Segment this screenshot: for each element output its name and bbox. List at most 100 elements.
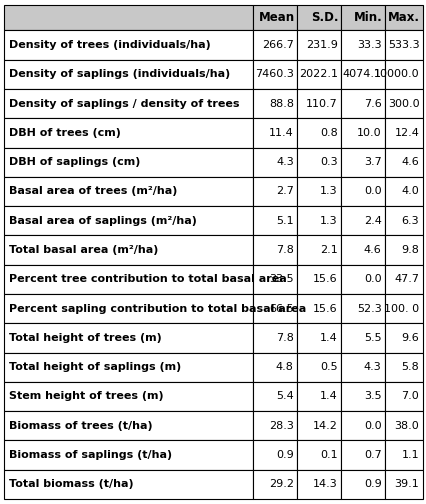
Bar — [4, 294, 253, 323]
Text: 2.7: 2.7 — [275, 186, 293, 197]
Bar — [384, 323, 422, 353]
Bar — [340, 148, 384, 177]
Text: Max.: Max. — [387, 11, 419, 24]
Text: 15.6: 15.6 — [312, 274, 337, 284]
Text: 4.6: 4.6 — [363, 245, 381, 255]
Bar — [253, 118, 296, 148]
Text: 1.4: 1.4 — [319, 333, 337, 343]
Bar — [384, 118, 422, 148]
Text: 4.8: 4.8 — [275, 362, 293, 372]
Text: 5.5: 5.5 — [363, 333, 381, 343]
Text: 6.3: 6.3 — [401, 216, 418, 226]
Text: 100. 0: 100. 0 — [383, 303, 418, 313]
Text: 10.0: 10.0 — [356, 128, 381, 138]
Bar — [384, 411, 422, 440]
Text: 12.4: 12.4 — [394, 128, 418, 138]
Text: 3.5: 3.5 — [363, 392, 381, 402]
Bar — [296, 206, 340, 235]
Text: 3.7: 3.7 — [363, 157, 381, 167]
Bar — [340, 353, 384, 382]
Bar — [253, 177, 296, 206]
Text: Density of saplings / density of trees: Density of saplings / density of trees — [9, 99, 239, 109]
Bar — [253, 206, 296, 235]
Bar — [384, 5, 422, 30]
Bar — [384, 470, 422, 499]
Bar — [253, 235, 296, 265]
Bar — [384, 148, 422, 177]
Bar — [4, 440, 253, 470]
Text: Total height of trees (m): Total height of trees (m) — [9, 333, 161, 343]
Text: Basal area of trees (m²/ha): Basal area of trees (m²/ha) — [9, 186, 176, 197]
Bar — [384, 235, 422, 265]
Bar — [296, 30, 340, 60]
Bar — [253, 353, 296, 382]
Text: 38.0: 38.0 — [394, 421, 418, 431]
Text: 52.3: 52.3 — [356, 303, 381, 313]
Bar — [340, 30, 384, 60]
Bar — [296, 60, 340, 89]
Bar — [253, 265, 296, 294]
Text: Min.: Min. — [353, 11, 382, 24]
Text: 14.3: 14.3 — [312, 479, 337, 489]
Text: 7.8: 7.8 — [275, 333, 293, 343]
Bar — [4, 148, 253, 177]
Text: 15.6: 15.6 — [312, 303, 337, 313]
Bar — [296, 440, 340, 470]
Bar — [384, 60, 422, 89]
Text: 11.4: 11.4 — [268, 128, 293, 138]
Bar — [340, 294, 384, 323]
Text: 533.3: 533.3 — [387, 40, 418, 50]
Bar — [253, 470, 296, 499]
Text: 4.6: 4.6 — [400, 157, 418, 167]
Text: 2.4: 2.4 — [363, 216, 381, 226]
Bar — [296, 294, 340, 323]
Text: 4074.1: 4074.1 — [342, 70, 381, 79]
Bar — [296, 470, 340, 499]
Text: DBH of trees (cm): DBH of trees (cm) — [9, 128, 120, 138]
Text: 231.9: 231.9 — [305, 40, 337, 50]
Text: 5.4: 5.4 — [275, 392, 293, 402]
Text: 0.9: 0.9 — [275, 450, 293, 460]
Bar — [4, 118, 253, 148]
Bar — [4, 177, 253, 206]
Text: 7460.3: 7460.3 — [254, 70, 293, 79]
Text: 2022.1: 2022.1 — [298, 70, 337, 79]
Text: Percent tree contribution to total basal area: Percent tree contribution to total basal… — [9, 274, 285, 284]
Bar — [384, 265, 422, 294]
Bar — [384, 353, 422, 382]
Text: 1.1: 1.1 — [401, 450, 418, 460]
Bar — [296, 235, 340, 265]
Bar — [253, 440, 296, 470]
Text: 29.2: 29.2 — [268, 479, 293, 489]
Bar — [340, 60, 384, 89]
Text: 0.8: 0.8 — [319, 128, 337, 138]
Text: 0.5: 0.5 — [320, 362, 337, 372]
Bar — [253, 5, 296, 30]
Bar — [296, 148, 340, 177]
Bar — [4, 411, 253, 440]
Bar — [253, 148, 296, 177]
Text: 5.8: 5.8 — [400, 362, 418, 372]
Text: Stem height of trees (m): Stem height of trees (m) — [9, 392, 163, 402]
Text: S.D.: S.D. — [310, 11, 338, 24]
Bar — [4, 60, 253, 89]
Text: 0.7: 0.7 — [363, 450, 381, 460]
Bar — [384, 30, 422, 60]
Text: 7.0: 7.0 — [400, 392, 418, 402]
Bar — [384, 382, 422, 411]
Bar — [340, 118, 384, 148]
Text: Density of saplings (individuals/ha): Density of saplings (individuals/ha) — [9, 70, 229, 79]
Bar — [340, 382, 384, 411]
Bar — [253, 411, 296, 440]
Text: 9.6: 9.6 — [400, 333, 418, 343]
Text: Total basal area (m²/ha): Total basal area (m²/ha) — [9, 245, 158, 255]
Bar — [296, 5, 340, 30]
Bar — [4, 470, 253, 499]
Bar — [340, 5, 384, 30]
Bar — [4, 206, 253, 235]
Bar — [340, 470, 384, 499]
Bar — [253, 382, 296, 411]
Text: 47.7: 47.7 — [393, 274, 418, 284]
Text: 39.1: 39.1 — [394, 479, 418, 489]
Bar — [340, 235, 384, 265]
